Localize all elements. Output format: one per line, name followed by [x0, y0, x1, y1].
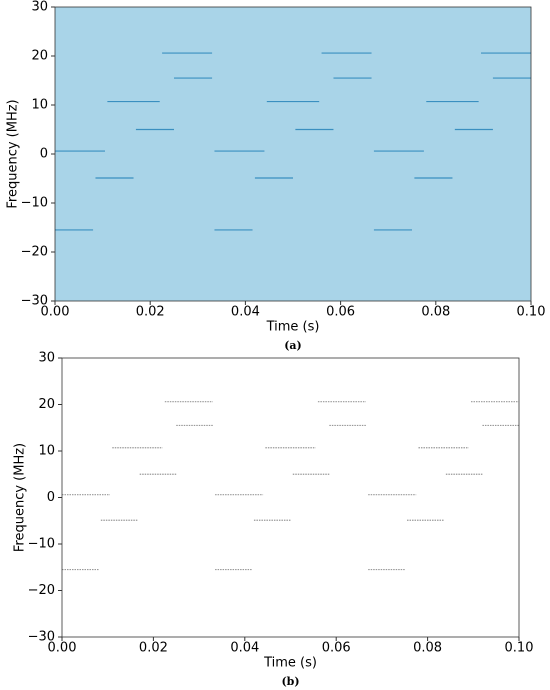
x-axis-label: Time (s) — [263, 656, 317, 671]
x-tick-label: 0.00 — [41, 305, 70, 320]
y-tick-label: 30 — [31, 0, 48, 15]
y-tick-label: 10 — [31, 98, 48, 113]
x-tick-label: 0.06 — [322, 641, 351, 656]
x-tick-label: 0.04 — [231, 305, 260, 320]
y-tick-label: −20 — [28, 583, 55, 598]
y-tick-label: 20 — [31, 49, 48, 64]
y-tick-label: 20 — [38, 397, 55, 412]
x-tick-label: 0.06 — [326, 305, 355, 320]
x-tick-label: 0.10 — [517, 305, 546, 320]
y-tick-label: −10 — [28, 537, 55, 552]
y-tick-label: −30 — [21, 294, 48, 309]
x-tick-label: 0.08 — [421, 305, 450, 320]
y-tick-label: 30 — [38, 351, 55, 366]
y-tick-label: 0 — [47, 490, 55, 505]
x-tick-label: 0.00 — [48, 641, 77, 656]
y-tick-label: 10 — [38, 444, 55, 459]
y-tick-label: 0 — [40, 147, 48, 162]
plot-background — [62, 358, 519, 637]
y-tick-label: −20 — [21, 245, 48, 260]
x-tick-label: 0.02 — [139, 641, 168, 656]
caption: (b) — [281, 675, 299, 688]
x-tick-label: 0.10 — [505, 641, 534, 656]
plot-background — [55, 7, 531, 301]
y-tick-label: −30 — [28, 630, 55, 645]
x-tick-label: 0.08 — [413, 641, 442, 656]
x-tick-label: 0.02 — [136, 305, 165, 320]
caption: (a) — [284, 339, 302, 352]
y-axis-label: Frequency (MHz) — [6, 99, 21, 208]
y-tick-label: −10 — [21, 196, 48, 211]
x-axis-label: Time (s) — [266, 320, 320, 335]
y-axis-label: Frequency (MHz) — [13, 443, 28, 552]
x-tick-label: 0.04 — [230, 641, 259, 656]
